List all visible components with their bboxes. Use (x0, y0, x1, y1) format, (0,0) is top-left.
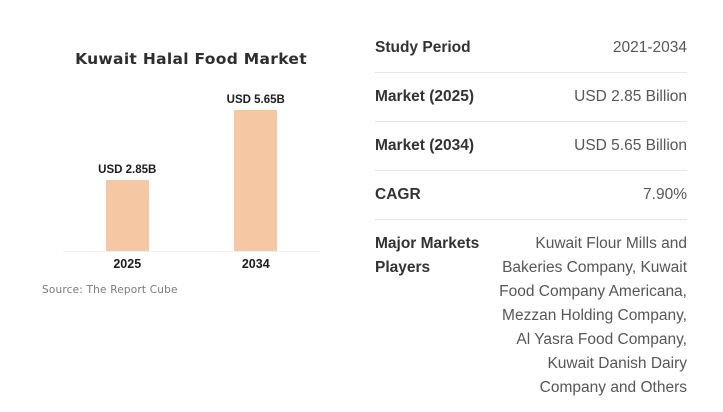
row-label: Major Markets Players (375, 235, 480, 277)
row-value: USD 2.85 Billion (574, 88, 687, 106)
x-tick-2025: 2025 (113, 257, 142, 271)
row-label: Market (2025) (375, 88, 475, 106)
row-label: Study Period (375, 39, 471, 56)
table-row-market-2025: Market (2025) USD 2.85 Billion (375, 73, 687, 123)
table-row-cagr: CAGR 7.90% (375, 171, 687, 221)
bar-group-2034: USD 5.65B (227, 94, 285, 251)
table-row-major-players: Major Markets Players Kuwait Flour Mills… (375, 220, 687, 412)
row-value: 2021-2034 (612, 39, 687, 56)
x-tick-2034: 2034 (241, 257, 270, 271)
chart-title: Kuwait Halal Food Market (75, 50, 307, 68)
bar-value-label-2025: USD 2.85B (98, 163, 157, 176)
bar-2025 (105, 179, 149, 251)
table-row-market-2034: Market (2034) USD 5.65 Billion (375, 122, 687, 172)
market-bar-chart: Kuwait Halal Food Market USD 2.85B USD 5… (0, 0, 360, 403)
row-value: 7.90% (643, 186, 687, 204)
row-value: Kuwait Flour Mills and Bakeries Company,… (499, 235, 687, 397)
x-axis-ticks: 2025 2034 (63, 257, 320, 271)
row-value: USD 5.65 Billion (574, 137, 687, 155)
bar-2034 (234, 110, 278, 251)
chart-plot-area: USD 2.85B USD 5.65B (63, 92, 320, 252)
chart-source: Source: The Report Cube (42, 284, 178, 296)
table-row-study-period: Study Period 2021-2034 (375, 28, 687, 74)
row-label: Market (2034) (375, 137, 475, 155)
market-summary-table: Study Period 2021-2034 Market (2025) USD… (375, 28, 687, 412)
bar-value-label-2034: USD 5.65B (226, 94, 285, 106)
bar-group-2025: USD 2.85B (98, 164, 156, 251)
row-label: CAGR (375, 186, 421, 204)
